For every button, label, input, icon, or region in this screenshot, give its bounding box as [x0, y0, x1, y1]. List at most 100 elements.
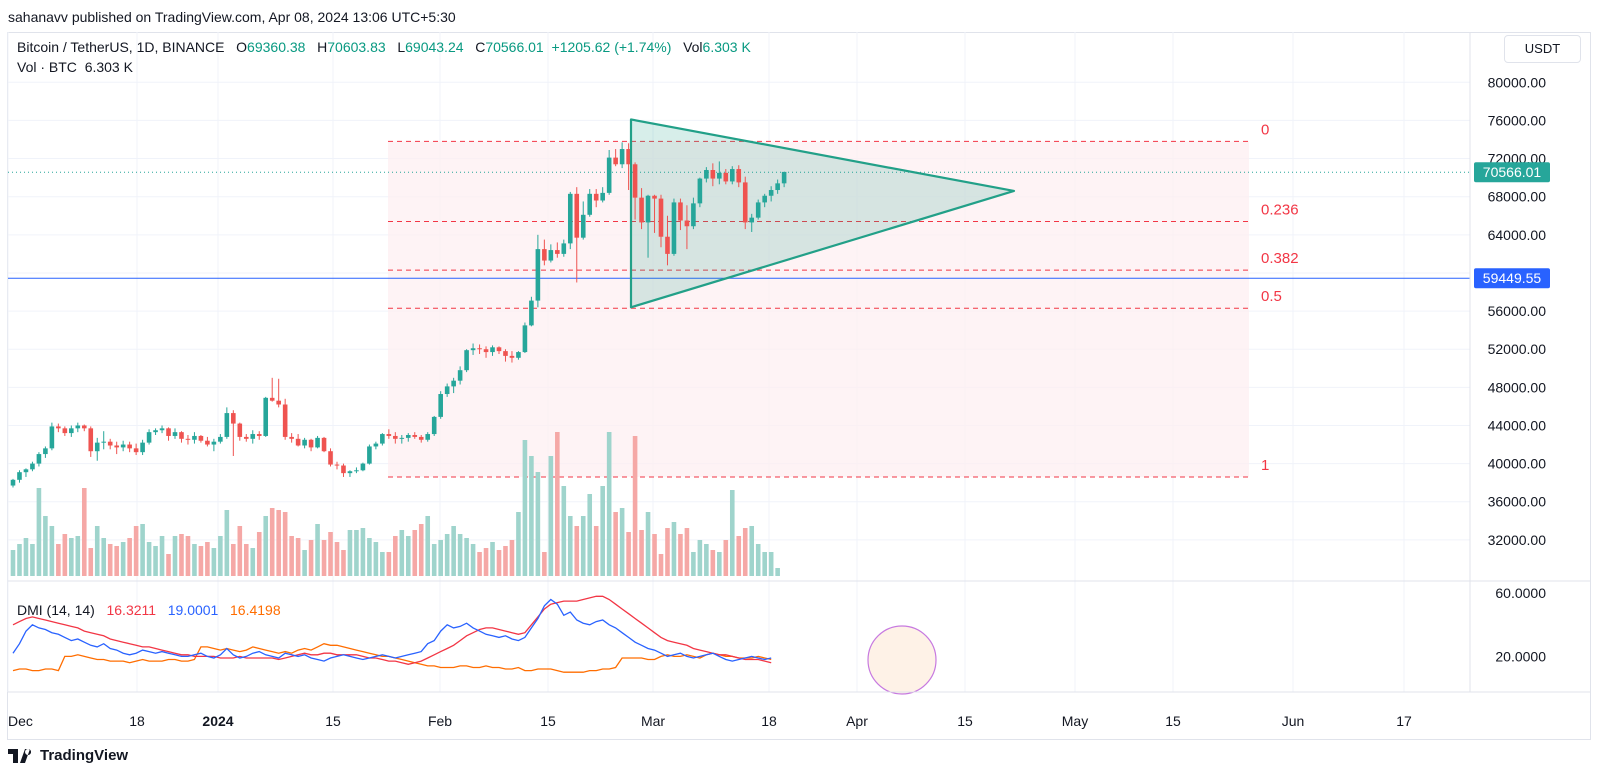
- volume-bar: [412, 530, 418, 576]
- volume-bar: [49, 526, 55, 576]
- volume-bar: [256, 532, 262, 576]
- candle-body: [308, 439, 314, 448]
- volume-bar: [243, 544, 249, 576]
- candle-body: [198, 435, 204, 441]
- candle-body: [237, 423, 243, 437]
- vol-btc-label[interactable]: Vol · BTC: [17, 59, 77, 75]
- volume-bar: [231, 544, 236, 576]
- volume-bar: [729, 490, 735, 576]
- volume-bar: [341, 550, 346, 576]
- currency-button[interactable]: USDT: [1504, 35, 1581, 63]
- volume-bar: [295, 538, 301, 576]
- candle-body: [768, 190, 774, 196]
- fib-level-label: 1: [1261, 457, 1269, 474]
- volume-bar: [749, 526, 755, 576]
- volume-bar: [652, 534, 657, 576]
- volume-bar: [56, 544, 61, 576]
- symbol-legend: Bitcoin / TetherUS, 1D, BINANCE O69360.3…: [17, 39, 751, 55]
- volume-bar: [146, 542, 152, 576]
- candle-body: [347, 471, 353, 474]
- close-label: C: [475, 39, 486, 55]
- candle-body: [30, 463, 35, 470]
- volume-bar: [354, 530, 359, 576]
- volume-bar: [606, 432, 612, 576]
- published-caption: sahanavv published on TradingView.com, A…: [8, 9, 456, 25]
- candle-body: [321, 437, 327, 452]
- time-tick-label: Feb: [428, 713, 452, 729]
- last-price-tag: 70566.01: [1483, 164, 1542, 180]
- candle-body: [632, 164, 638, 198]
- candle-body: [600, 192, 605, 201]
- candle-body: [574, 193, 580, 238]
- time-tick-label: 2024: [202, 713, 233, 729]
- candle-body: [509, 355, 515, 358]
- volume-bar: [276, 510, 281, 576]
- volume-bar: [626, 532, 631, 576]
- volume-bar: [522, 440, 528, 576]
- volume-bar: [580, 516, 586, 576]
- symbol-name[interactable]: Bitcoin / TetherUS, 1D, BINANCE: [17, 39, 225, 55]
- volume-bar: [380, 552, 385, 576]
- candle-body: [529, 300, 534, 326]
- candle-body: [218, 436, 223, 442]
- open-label: O: [236, 39, 248, 55]
- candle-body: [522, 325, 528, 353]
- volume-bar: [386, 552, 392, 576]
- axes: 80000.0076000.0072000.0068000.0064000.00…: [8, 32, 1591, 729]
- high-value: 70603.83: [327, 39, 386, 55]
- volume-bars: [10, 432, 780, 576]
- volume-bar: [535, 472, 541, 576]
- candle-body: [380, 434, 385, 444]
- candle-body: [166, 428, 171, 436]
- volume-bar: [308, 540, 314, 576]
- footer-brand[interactable]: TradingView: [8, 747, 128, 764]
- candle-body: [289, 436, 294, 439]
- candle-body: [88, 428, 94, 452]
- level-price-tag-bg: [1474, 268, 1550, 289]
- candle-body: [645, 195, 651, 223]
- candle-body: [192, 435, 197, 440]
- candle-body: [781, 171, 787, 184]
- volume-bar: [218, 536, 223, 576]
- volume-bar: [639, 530, 644, 576]
- candle-body: [114, 445, 119, 448]
- volume-bar: [179, 534, 184, 576]
- volume-bar: [483, 548, 489, 576]
- candle-body: [613, 157, 618, 165]
- volume-bar: [723, 540, 729, 576]
- volume-bar: [237, 526, 243, 576]
- candle-body: [555, 250, 560, 254]
- price-tick-label: 52000.00: [1488, 341, 1547, 357]
- volume-bar: [425, 516, 431, 576]
- volume-bar: [593, 526, 599, 576]
- candle-body: [490, 347, 495, 353]
- volume-bar: [75, 536, 81, 576]
- candle-body: [94, 442, 100, 452]
- time-tick-label: Apr: [846, 713, 868, 729]
- candle-body: [704, 170, 709, 179]
- dmi-label[interactable]: DMI (14, 14): [17, 602, 95, 618]
- candle-body: [606, 157, 612, 193]
- volume-bar: [133, 526, 139, 576]
- fib-level-label: 0.236: [1261, 201, 1299, 218]
- price-tick-label: 76000.00: [1488, 112, 1547, 128]
- candle-body: [542, 249, 547, 261]
- candle-body: [548, 250, 554, 261]
- volume-bar: [418, 524, 424, 576]
- time-tick-label: 18: [129, 713, 145, 729]
- dmi-tick-label: 20.0000: [1495, 648, 1546, 664]
- low-value: 69043.24: [405, 39, 464, 55]
- candle-body: [107, 441, 113, 446]
- adx-line: [12, 643, 772, 673]
- candle-body: [211, 441, 217, 445]
- volume-bar: [192, 544, 197, 576]
- volume-bar: [548, 456, 554, 576]
- candle-body: [146, 432, 152, 443]
- candle-body: [360, 463, 366, 471]
- price-tick-label: 56000.00: [1488, 303, 1547, 319]
- dmi-tick-label: 60.0000: [1495, 585, 1546, 601]
- dmi-value-1: 16.3211: [106, 602, 157, 618]
- candle-body: [762, 195, 767, 203]
